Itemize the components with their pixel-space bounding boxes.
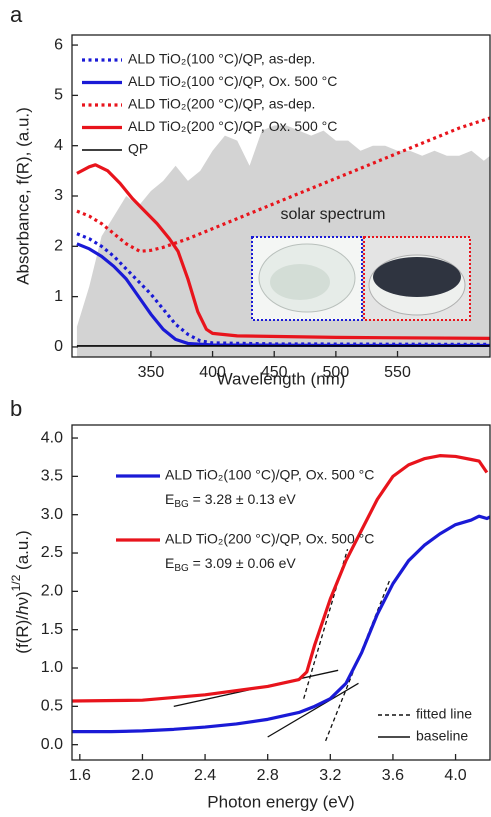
plot-frame [71, 424, 491, 761]
y-title-part: h [13, 606, 32, 615]
y-title-part: (f(R)/ [13, 615, 32, 654]
x-axis-title: Wavelength (nm) [217, 369, 346, 388]
inset-photos [251, 236, 471, 321]
legend-label: ALD TiO₂(100 °C)/QP, as-dep. [128, 51, 315, 67]
legend-label: ALD TiO₂(100 °C)/QP, Ox. 500 °C [165, 467, 374, 483]
series-line [72, 514, 490, 734]
y-tick-label: 0.0 [41, 736, 63, 753]
x-tick-label: 2.0 [131, 767, 153, 784]
legend-label: ALD TiO₂(200 °C)/QP, Ox. 500 °C [165, 531, 374, 547]
y-tick-label: 2 [54, 238, 63, 255]
x-tick-label: 400 [199, 364, 226, 381]
series-line [72, 454, 489, 703]
y-tick-label: 3 [54, 187, 63, 204]
x-tick-label: 550 [384, 364, 411, 381]
plots: solar spectrum 350 400 450 500 550 0 1 2 3 4 5 6 ALD … [41, 34, 491, 784]
y-tick-label: 4.0 [41, 429, 63, 446]
band-gap-label: EBG = 3.09 ± 0.06 eV [165, 555, 296, 574]
panel-label: a [10, 2, 23, 27]
legend-label: ALD TiO₂(200 °C)/QP, Ox. 500 °C [128, 118, 337, 134]
band-gap-part: BG [174, 499, 189, 510]
band-gap-part: E [165, 491, 174, 507]
x-tick-label: 350 [138, 364, 165, 381]
x-tick-label: 3.6 [382, 767, 404, 784]
y-title-part: 1/2 [9, 574, 23, 591]
x-tick-label: 450 [261, 364, 288, 381]
y-tick-label: 5 [54, 87, 63, 104]
y-tick-label: 1.0 [41, 659, 63, 676]
x-tick-label: 500 [323, 364, 350, 381]
legend-label: ALD TiO₂(200 °C)/QP, as-dep. [128, 96, 315, 112]
photo-frame [251, 236, 363, 321]
series-line [76, 242, 490, 348]
x-tick-label: 1.6 [69, 767, 91, 784]
powder-white [270, 264, 330, 300]
panel-label: b [10, 396, 22, 421]
y-axis-title: Absorbance, f(R), (a.u.) [13, 107, 32, 285]
x-axis-title: Photon energy (eV) [207, 792, 354, 811]
x-tick-label: 4.0 [444, 767, 466, 784]
y-tick-label: 4 [54, 137, 63, 154]
band-gap-part: = 3.28 ± 0.13 eV [189, 491, 297, 507]
area-annotation: solar spectrum [281, 206, 386, 223]
y-tick-label: 3.0 [41, 506, 63, 523]
plot-area [72, 454, 490, 742]
legend-label: ALD TiO₂(100 °C)/QP, Ox. 500 °C [128, 73, 337, 89]
series-line [76, 163, 490, 340]
legend-label: fitted line [416, 706, 472, 722]
y-title-part: ν) [13, 591, 32, 605]
y-tick-label: 1.5 [41, 621, 63, 638]
series-line [76, 116, 490, 253]
band-gap-part: = 3.09 ± 0.06 eV [189, 555, 297, 571]
x-tick-label: 3.2 [319, 767, 341, 784]
legend-label: baseline [416, 728, 468, 744]
band-gap-label: EBG = 3.28 ± 0.13 eV [165, 491, 296, 510]
band-gap-part: E [165, 555, 174, 571]
photo-frame [363, 236, 471, 321]
y-tick-label: 2.0 [41, 583, 63, 600]
y-tick-label: 0 [54, 338, 63, 355]
series-line [76, 232, 490, 347]
y-tick-label: 3.5 [41, 468, 63, 485]
y-tick-label: 6 [54, 36, 63, 53]
fit-line [267, 682, 359, 738]
x-tick-label: 2.4 [194, 767, 216, 784]
y-tick-label: 0.5 [41, 698, 63, 715]
y-tick-label: 1 [54, 288, 63, 305]
x-tick-label: 2.8 [257, 767, 279, 784]
powder-dark [373, 257, 461, 297]
band-gap-part: BG [174, 563, 189, 574]
y-title-part: (a.u.) [13, 530, 32, 574]
legend-label: QP [128, 141, 148, 157]
y-tick-label: 2.5 [41, 544, 63, 561]
y-axis-title: (f(R)/hν)1/2 (a.u.) [9, 530, 32, 653]
